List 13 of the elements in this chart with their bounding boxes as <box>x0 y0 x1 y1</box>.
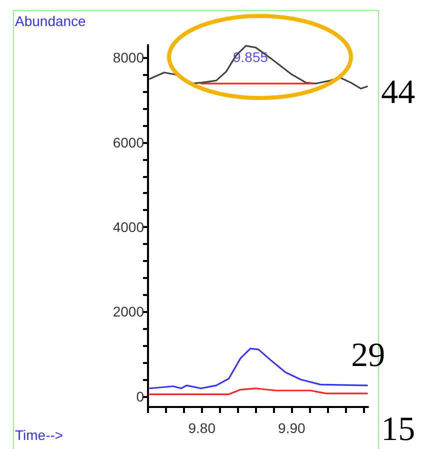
y-tick-label: 2000 <box>112 304 144 320</box>
line-series <box>148 45 368 90</box>
y-tick-label: 6000 <box>112 134 144 150</box>
y-tick-label: 8000 <box>112 50 144 66</box>
x-tick-label: 9.80 <box>188 420 216 436</box>
x-axis-title: Time--> <box>15 427 64 443</box>
series-label: 29 <box>351 336 386 374</box>
y-axis-title: Abundance <box>15 13 86 29</box>
x-tick-label: 9.90 <box>278 420 306 436</box>
series-label: 44 <box>381 74 416 111</box>
y-tick-label: 4000 <box>112 219 144 236</box>
y-tick-label: 0 <box>136 388 144 404</box>
series-label: 15 <box>381 410 416 448</box>
